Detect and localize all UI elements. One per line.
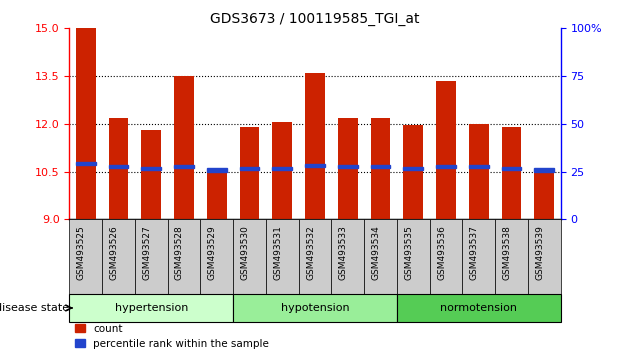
Text: hypotension: hypotension (281, 303, 349, 313)
Text: GSM493534: GSM493534 (372, 225, 381, 280)
Bar (239, 167, 260, 170)
Bar (501, 127, 522, 219)
Bar (436, 81, 456, 219)
Bar (266, 219, 299, 294)
Text: GSM493535: GSM493535 (404, 225, 413, 280)
Bar (501, 167, 522, 170)
Bar (397, 219, 430, 294)
Bar (272, 122, 292, 219)
Bar (207, 169, 227, 172)
Bar (370, 118, 391, 219)
Bar (495, 219, 528, 294)
Bar (403, 126, 423, 219)
Bar (305, 73, 325, 219)
Text: GSM493539: GSM493539 (536, 225, 544, 280)
Text: disease state: disease state (0, 303, 69, 313)
Bar (102, 219, 135, 294)
Bar (430, 219, 462, 294)
Text: GSM493537: GSM493537 (470, 225, 479, 280)
Bar (76, 162, 96, 165)
Bar (233, 294, 397, 322)
Bar (436, 165, 456, 169)
Bar (272, 167, 292, 170)
Bar (469, 165, 489, 169)
Bar (403, 167, 423, 170)
Bar (76, 28, 96, 219)
Bar (299, 219, 331, 294)
Bar (462, 219, 495, 294)
Text: GSM493525: GSM493525 (77, 225, 86, 280)
Text: GSM493528: GSM493528 (175, 225, 184, 280)
Bar (207, 170, 227, 219)
Bar (108, 118, 129, 219)
Bar (370, 165, 391, 169)
Bar (174, 165, 194, 169)
Bar (534, 169, 554, 172)
Bar (397, 294, 561, 322)
Bar (331, 219, 364, 294)
Bar (469, 124, 489, 219)
Bar (200, 219, 233, 294)
Bar (233, 219, 266, 294)
Title: GDS3673 / 100119585_TGI_at: GDS3673 / 100119585_TGI_at (210, 12, 420, 26)
Text: GSM493530: GSM493530 (241, 225, 249, 280)
Bar (108, 165, 129, 169)
Text: GSM493532: GSM493532 (306, 225, 315, 280)
Bar (69, 219, 102, 294)
Bar (534, 173, 554, 219)
Bar (135, 219, 168, 294)
Bar (174, 76, 194, 219)
Text: normotension: normotension (440, 303, 517, 313)
Bar (69, 294, 233, 322)
Text: GSM493538: GSM493538 (503, 225, 512, 280)
Bar (141, 130, 161, 219)
Bar (338, 118, 358, 219)
Bar (141, 167, 161, 170)
Bar (364, 219, 397, 294)
Bar (305, 164, 325, 167)
Text: GSM493529: GSM493529 (208, 225, 217, 280)
Bar (528, 219, 561, 294)
Text: GSM493527: GSM493527 (142, 225, 151, 280)
Bar (168, 219, 200, 294)
Text: GSM493531: GSM493531 (273, 225, 282, 280)
Bar (239, 127, 260, 219)
Text: hypertension: hypertension (115, 303, 188, 313)
Text: GSM493526: GSM493526 (110, 225, 118, 280)
Legend: count, percentile rank within the sample: count, percentile rank within the sample (74, 324, 269, 349)
Bar (338, 165, 358, 169)
Text: GSM493533: GSM493533 (339, 225, 348, 280)
Text: GSM493536: GSM493536 (437, 225, 446, 280)
